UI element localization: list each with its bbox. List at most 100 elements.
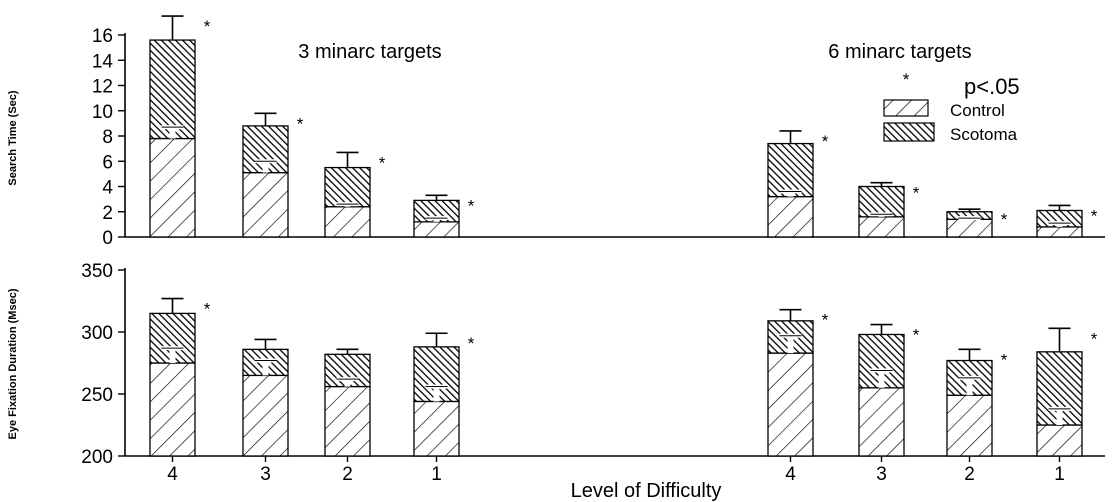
error-bar-scotoma: [336, 348, 359, 355]
legend-swatch-scotoma: [883, 122, 935, 142]
legend-label-control: Control: [950, 101, 1005, 120]
error-bar-scotoma: [779, 308, 802, 321]
error-bar-scotoma: [425, 194, 448, 201]
bar-control: [242, 171, 289, 238]
bar-scotoma: [149, 39, 196, 140]
y-tick-label: 8: [102, 127, 113, 148]
fixation-duration-axes: 200 250 300 350 4 3 2 1 4 3 2 1: [81, 261, 1105, 485]
y-tick-label: 6: [102, 152, 113, 173]
y-tick-label: 12: [92, 77, 113, 98]
significance-star: *: [468, 334, 475, 353]
bar-control: [946, 394, 993, 457]
group-title-3-minarc: 3 minarc targets: [298, 41, 441, 63]
search-time-axis-label: Search Time (Sec): [7, 90, 19, 186]
bar-scotoma: [858, 185, 905, 218]
search-time-panel: Search Time (Sec) 3 minarc targets 6 min…: [7, 15, 1105, 249]
error-bar-scotoma: [425, 332, 448, 347]
error-bar-control: [870, 368, 893, 388]
significance-star: *: [1091, 206, 1098, 225]
error-bar-scotoma: [779, 130, 802, 144]
error-bar-control: [336, 202, 359, 207]
bar-control: [149, 362, 196, 457]
x-tick-label: 1: [431, 464, 442, 485]
error-bar-control: [1048, 406, 1071, 425]
bar-control: [324, 206, 371, 238]
legend-note-star: *: [903, 70, 910, 89]
error-bar-control: [161, 346, 184, 363]
bar-control: [767, 352, 814, 457]
legend: * p<.05 Control Scotoma: [883, 70, 1020, 144]
bar-control: [413, 221, 460, 238]
fixation-duration-bars: * * * * * *: [149, 297, 1098, 457]
x-tick-label: 3: [260, 464, 271, 485]
bar-scotoma: [324, 166, 371, 208]
error-bar-control: [779, 333, 802, 354]
y-tick-label: 250: [81, 385, 113, 406]
significance-star: *: [204, 17, 211, 36]
bar-control: [149, 137, 196, 238]
error-bar-scotoma: [1048, 204, 1071, 211]
error-bar-control: [336, 377, 359, 387]
bar-control: [1036, 424, 1083, 457]
y-tick-label: 10: [92, 102, 113, 123]
significance-star: *: [822, 132, 829, 151]
y-tick-label: 200: [81, 447, 113, 468]
y-tick-label: 350: [81, 261, 113, 282]
significance-star: *: [297, 114, 304, 133]
significance-star: *: [1091, 329, 1098, 348]
significance-star: *: [1001, 350, 1008, 369]
bar-control: [946, 218, 993, 238]
search-time-bars: * * * * * * * *: [149, 15, 1098, 238]
x-tick-label: 3: [876, 464, 887, 485]
y-tick-label: 0: [102, 228, 113, 249]
bar-control: [858, 387, 905, 457]
legend-note: p<.05: [964, 74, 1020, 99]
error-bar-control: [958, 216, 981, 221]
y-tick-label: 300: [81, 323, 113, 344]
x-axis-title: Level of Difficulty: [571, 480, 722, 502]
x-tick-label: 1: [1054, 464, 1065, 485]
bar-control: [242, 374, 289, 457]
error-bar-scotoma: [1048, 327, 1071, 352]
y-tick-label: 4: [102, 178, 113, 199]
error-bar-scotoma: [958, 208, 981, 212]
bar-control: [767, 195, 814, 238]
error-bar-scotoma: [254, 338, 277, 350]
error-bar-scotoma: [336, 151, 359, 168]
significance-star: *: [1001, 210, 1008, 229]
significance-star: *: [204, 300, 211, 319]
error-bar-control: [161, 125, 184, 139]
significance-star: *: [913, 184, 920, 203]
error-bar-scotoma: [958, 348, 981, 361]
legend-label-scotoma: Scotoma: [950, 125, 1018, 144]
significance-star: *: [379, 153, 386, 172]
bar-scotoma: [767, 142, 814, 198]
error-bar-control: [958, 375, 981, 396]
error-bar-scotoma: [870, 181, 893, 187]
error-bar-control: [254, 159, 277, 173]
x-tick-label: 4: [167, 464, 178, 485]
error-bar-control: [254, 358, 277, 376]
x-tick-label: 2: [342, 464, 353, 485]
error-bar-control: [1048, 221, 1071, 227]
error-bar-control: [779, 189, 802, 197]
bar-control: [1036, 226, 1083, 238]
error-bar-control: [425, 384, 448, 402]
significance-star: *: [913, 326, 920, 345]
fixation-duration-panel: Eye Fixation Duration (Msec) 200 250 300 35…: [7, 261, 1105, 502]
x-tick-label: 4: [785, 464, 796, 485]
fixation-duration-axis-label: Eye Fixation Duration (Msec): [7, 288, 19, 439]
y-tick-label: 16: [92, 26, 113, 47]
bar-control: [324, 385, 371, 457]
error-bar-scotoma: [161, 297, 184, 314]
significance-star: *: [822, 311, 829, 330]
error-bar-scotoma: [870, 323, 893, 335]
error-bar-control: [870, 212, 893, 217]
error-bar-scotoma: [254, 112, 277, 126]
error-bar-scotoma: [161, 15, 184, 41]
significance-star: *: [468, 196, 475, 215]
legend-swatch-control: [883, 99, 929, 117]
y-tick-label: 2: [102, 203, 113, 224]
bar-control: [858, 216, 905, 238]
